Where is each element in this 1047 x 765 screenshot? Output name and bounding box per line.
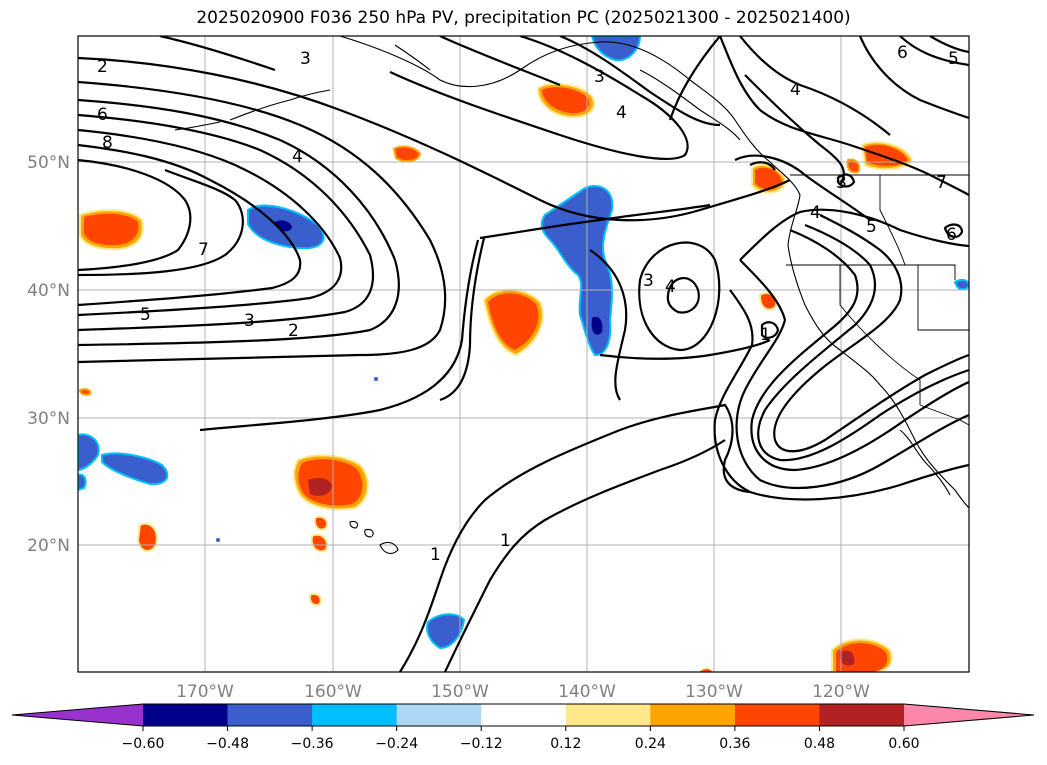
precip-positive-patch: [310, 533, 328, 553]
contour-label: 4: [790, 80, 801, 100]
contour-label: 3: [643, 271, 654, 291]
contour-label: 3: [244, 311, 255, 331]
lat-label: 50°N: [27, 153, 70, 173]
colorbar-swatch: [650, 704, 736, 726]
graticule: [78, 36, 969, 672]
contour-label: 1: [430, 545, 441, 565]
lon-label: 160°W: [304, 682, 362, 702]
colorbar-swatch: [565, 704, 651, 726]
precip-positive-patch: [758, 292, 778, 311]
colorbar-extend-min: [12, 704, 143, 726]
latitude-labels: 50°N 40°N 30°N 20°N: [27, 153, 70, 556]
lat-label: 40°N: [27, 281, 70, 301]
colorbar-tick-label: −0.36: [291, 736, 334, 752]
contour-label: 3: [300, 49, 311, 69]
contour-label: 4: [292, 147, 303, 167]
contour-label: 2: [97, 57, 108, 77]
contour-label: 4: [616, 103, 627, 123]
contour-label: 6: [897, 43, 908, 63]
lat-label: 20°N: [27, 536, 70, 556]
contour-label: 7: [198, 240, 209, 260]
contour-label: 5: [948, 49, 959, 69]
contour-label: 6: [97, 105, 108, 125]
lon-label: 170°W: [176, 682, 234, 702]
colorbar-tick-label: 0.24: [635, 736, 666, 752]
contour-label: 3: [594, 67, 605, 87]
precip-positive-patch: [392, 145, 422, 163]
colorbar: −0.60 −0.48 −0.36 −0.24 −0.12 0.12 0.24 0.36 0.4…: [11, 703, 1035, 752]
colorbar-swatch: [143, 704, 229, 726]
colorbar-tick-label: 0.60: [888, 736, 919, 752]
contour-label: 5: [140, 305, 151, 325]
precip-negative-patch: [101, 452, 169, 486]
colorbar-swatch: [481, 704, 567, 726]
pv-contours: [78, 36, 969, 672]
colorbar-tick-label: 0.12: [550, 736, 581, 752]
contour-label: 2: [288, 321, 299, 341]
lon-label: 130°W: [685, 682, 743, 702]
colorbar-tick-label: 0.36: [719, 736, 750, 752]
colorbar-swatch: [312, 704, 398, 726]
contour-label: 5: [866, 217, 877, 237]
precip-patches: [78, 36, 969, 672]
lon-label: 120°W: [812, 682, 870, 702]
colorbar-tick-label: −0.48: [206, 736, 249, 752]
precip-positive-patch: [136, 522, 158, 552]
precip-negative-patch: [540, 185, 614, 356]
lon-label: 140°W: [558, 682, 616, 702]
contour-label: 4: [665, 277, 676, 297]
colorbar-extend-max: [904, 704, 1034, 726]
contour-label: 7: [936, 173, 947, 193]
precip-positive-patch: [308, 593, 322, 606]
map-area: 2 3 6 8 4 7 5 3 2 3 4 4 3 4 1 1 1 6 5 7 …: [78, 36, 969, 672]
map-title: 2025020900 F036 250 hPa PV, precipitatio…: [196, 8, 851, 28]
colorbar-tick-label: −0.60: [122, 736, 165, 752]
colorbar-swatch: [734, 704, 820, 726]
precip-negative-patch: [78, 433, 100, 472]
contour-label: 6: [946, 225, 957, 245]
map-frame: [77, 35, 970, 673]
contour-label: 3: [836, 173, 847, 193]
colorbar-swatch: [396, 704, 482, 726]
precip-negative-patch: [426, 613, 466, 650]
colorbar-swatch: [227, 704, 313, 726]
contour-labels: 2 3 6 8 4 7 5 3 2 3 4 4 3 4 1 1 1 6 5 7 …: [97, 43, 959, 565]
colorbar-swatch: [819, 704, 905, 726]
contour-label: 1: [500, 531, 511, 551]
political-borders: [786, 174, 969, 426]
colorbar-tick-label: −0.24: [375, 736, 418, 752]
contour-label: 1: [760, 325, 771, 345]
lon-label: 150°W: [431, 682, 489, 702]
precip-positive-patch: [313, 515, 328, 531]
colorbar-tick-label: 0.48: [804, 736, 835, 752]
contour-label: 4: [810, 203, 821, 223]
contour-label: 8: [102, 133, 113, 153]
lat-label: 30°N: [27, 409, 70, 429]
colorbar-tick-label: −0.12: [460, 736, 503, 752]
longitude-labels: 170°W 160°W 150°W 140°W 130°W 120°W: [176, 682, 870, 702]
